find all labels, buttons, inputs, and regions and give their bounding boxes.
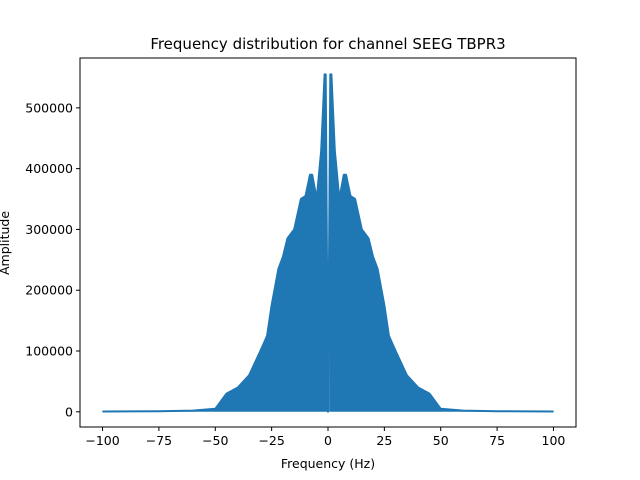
y-tick-label: 100000	[25, 344, 73, 359]
x-tick-label: 100	[542, 433, 566, 448]
series-oscillation-0	[102, 74, 554, 412]
y-tick-label: 400000	[25, 161, 73, 176]
x-tick-label: 0	[324, 433, 332, 448]
x-tick-label: −75	[146, 433, 172, 448]
x-tick-label: 25	[376, 433, 392, 448]
x-axis-label: Frequency (Hz)	[281, 456, 375, 471]
x-tick-label: −100	[85, 433, 119, 448]
y-axis: 0 100000 200000 300000 400000 500000	[25, 100, 80, 419]
plot-area	[102, 73, 554, 413]
y-tick-label: 200000	[25, 283, 73, 298]
y-tick-label: 500000	[25, 100, 73, 115]
series-oscillation-path-0	[102, 74, 554, 412]
x-tick-label: −50	[202, 433, 228, 448]
x-axis: −100 −75 −50 −25 0 25 50 75 100	[85, 427, 565, 448]
x-tick-label: 75	[489, 433, 505, 448]
chart-title: Frequency distribution for channel SEEG …	[150, 35, 505, 53]
y-tick-label: 0	[65, 404, 73, 419]
x-tick-label: −25	[258, 433, 284, 448]
y-tick-label: 300000	[25, 222, 73, 237]
x-tick-label: 50	[433, 433, 449, 448]
y-axis-label: Amplitude	[0, 211, 12, 275]
